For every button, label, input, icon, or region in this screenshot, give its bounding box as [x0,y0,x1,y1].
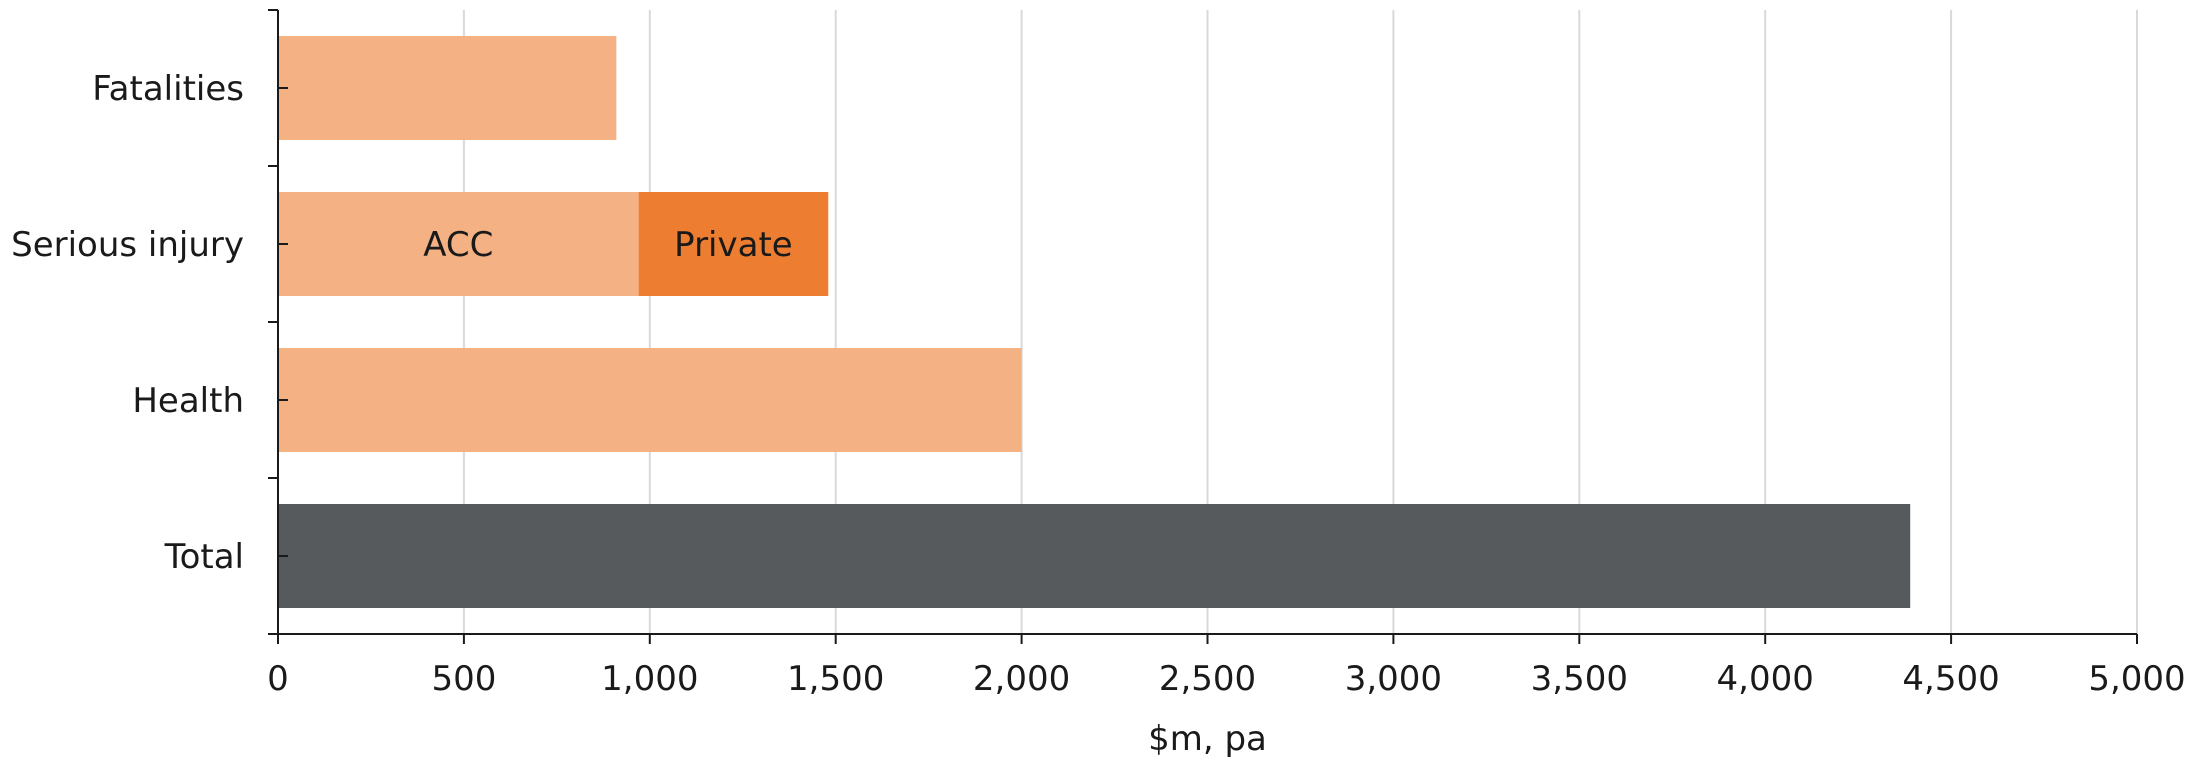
x-tick-label-1500: 1,500 [787,659,884,699]
x-tick-label-2000: 2,000 [973,659,1070,699]
category-label-fatalities: Fatalities [92,69,244,109]
category-label-health: Health [132,381,244,421]
x-tick-label-1000: 1,000 [601,659,698,699]
x-tick-label-4000: 4,000 [1717,659,1814,699]
labels: ACC Private Fatalities Serious injury Health… [11,69,2186,699]
x-tick-label-0: 0 [267,659,289,699]
x-tick-label-5000: 5,000 [2088,659,2185,699]
gridlines [462,10,2138,634]
axes [268,9,2138,644]
x-tick-label-3500: 3,500 [1531,659,1628,699]
bar-health-segment-0 [278,348,1022,452]
x-tick-label-2500: 2,500 [1159,659,1256,699]
bar-total-segment-0 [278,504,1911,608]
bar-fatalities-segment-0 [278,36,617,140]
x-tick-label-500: 500 [431,659,496,699]
segment-label-acc: ACC [423,225,493,265]
x-axis-title: $m, pa [1148,719,1267,759]
category-label-serious-injury: Serious injury [11,225,244,265]
segment-label-private: Private [674,225,793,265]
category-label-total: Total [164,537,244,577]
bar-serious-injury-segment-0 [278,192,639,296]
x-tick-label-4500: 4,500 [1902,659,1999,699]
bars [278,36,1911,608]
x-tick-label-3000: 3,000 [1345,659,1442,699]
bar-serious-injury-segment-1 [638,192,829,296]
